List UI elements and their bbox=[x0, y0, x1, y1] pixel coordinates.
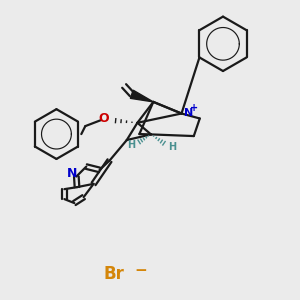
Polygon shape bbox=[130, 90, 153, 102]
Text: Br: Br bbox=[104, 265, 124, 283]
Text: N: N bbox=[67, 167, 77, 180]
Text: H: H bbox=[127, 140, 135, 150]
Text: −: − bbox=[135, 263, 147, 278]
Text: O: O bbox=[98, 112, 109, 125]
Text: +: + bbox=[190, 103, 198, 112]
Text: N: N bbox=[184, 107, 194, 118]
Text: H: H bbox=[169, 142, 177, 152]
